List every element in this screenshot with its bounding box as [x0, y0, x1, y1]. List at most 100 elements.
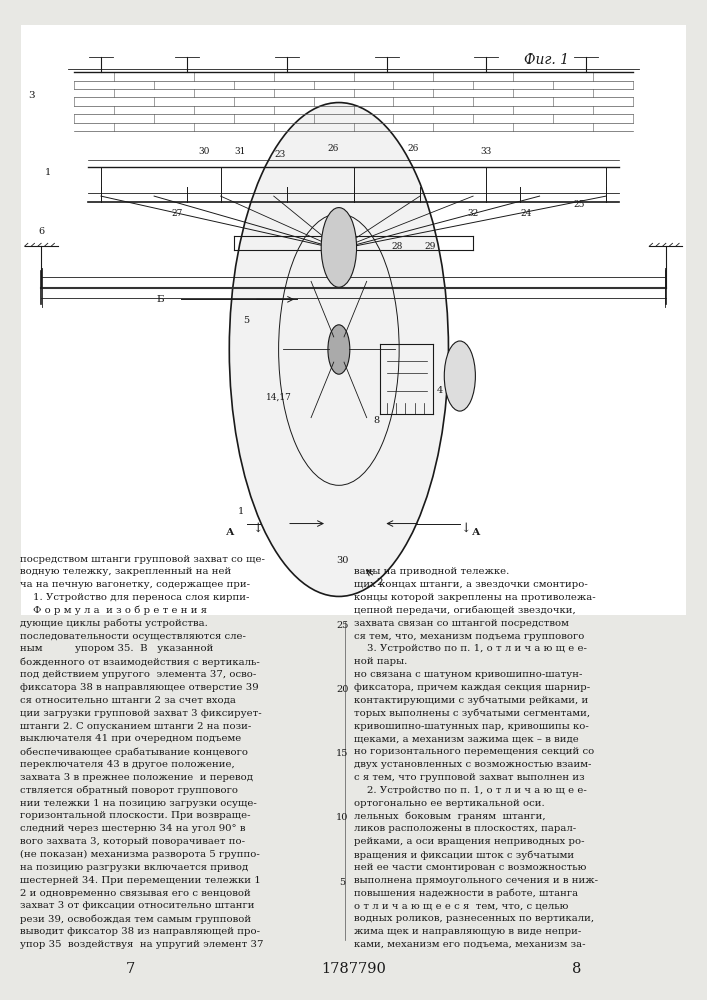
Text: ↓: ↓ [460, 522, 470, 535]
Text: 7: 7 [126, 962, 136, 976]
Text: Б: Б [157, 295, 165, 304]
Text: под действием упругого  элемента 37, осво-: под действием упругого элемента 37, осво… [20, 670, 256, 679]
Text: щеками, а механизм зажима щек – в виде: щеками, а механизм зажима щек – в виде [354, 734, 578, 743]
Text: ной пары.: ной пары. [354, 657, 407, 666]
Text: о т л и ч а ю щ е е с я  тем, что, с целью: о т л и ч а ю щ е е с я тем, что, с цель… [354, 901, 568, 910]
Text: но горизонтального перемещения секций со: но горизонтального перемещения секций со [354, 747, 594, 756]
Text: 24: 24 [520, 209, 532, 218]
Text: 29: 29 [424, 242, 436, 251]
Text: цепной передачи, огибающей звездочки,: цепной передачи, огибающей звездочки, [354, 606, 575, 615]
Text: штанги 2. С опусканием штанги 2 на пози-: штанги 2. С опусканием штанги 2 на пози- [20, 722, 251, 731]
Text: на позицию разгрузки включается привод: на позицию разгрузки включается привод [20, 863, 248, 872]
Text: выполнена прямоугольного сечения и в ниж-: выполнена прямоугольного сечения и в ниж… [354, 876, 597, 885]
Text: ↓: ↓ [252, 522, 262, 535]
Text: 8: 8 [571, 962, 581, 976]
Text: с я тем, что групповой захват выполнен из: с я тем, что групповой захват выполнен и… [354, 773, 584, 782]
Text: но связана с шатуном кривошипно-шатун-: но связана с шатуном кривошипно-шатун- [354, 670, 582, 679]
Text: следний через шестерню 34 на угол 90° в: следний через шестерню 34 на угол 90° в [20, 824, 245, 833]
Text: 10: 10 [336, 813, 349, 822]
Text: 26: 26 [408, 144, 419, 153]
Text: рейками, а оси вращения неприводных ро-: рейками, а оси вращения неприводных ро- [354, 837, 584, 846]
Text: 15: 15 [336, 749, 349, 758]
Text: обеспечивающее срабатывание концевого: обеспечивающее срабатывание концевого [20, 747, 247, 757]
Text: ча на печную вагонетку, содержащее при-: ча на печную вагонетку, содержащее при- [20, 580, 250, 589]
Text: ортогонально ее вертикальной оси.: ортогонально ее вертикальной оси. [354, 799, 544, 808]
Text: 25: 25 [336, 621, 349, 630]
Text: двух установленных с возможностью взаим-: двух установленных с возможностью взаим- [354, 760, 591, 769]
Text: 23: 23 [275, 150, 286, 159]
Text: ками, механизм его подъема, механизм за-: ками, механизм его подъема, механизм за- [354, 940, 585, 949]
Text: 30: 30 [198, 147, 210, 156]
Text: 2 и одновременно связывая его с венцовой: 2 и одновременно связывая его с венцовой [20, 889, 250, 898]
Text: ней ее части смонтирован с возможностью: ней ее части смонтирован с возможностью [354, 863, 586, 872]
Text: 6: 6 [38, 227, 45, 236]
Text: ваны на приводной тележке.: ваны на приводной тележке. [354, 567, 509, 576]
Ellipse shape [328, 325, 350, 374]
Text: горизонтальной плоскости. При возвраще-: горизонтальной плоскости. При возвраще- [20, 812, 250, 820]
Text: 1787790: 1787790 [321, 962, 386, 976]
Text: фиксатора 38 в направляющее отверстие 39: фиксатора 38 в направляющее отверстие 39 [20, 683, 259, 692]
Text: вого захвата 3, который поворачивает по-: вого захвата 3, который поворачивает по- [20, 837, 245, 846]
Text: нии тележки 1 на позицию загрузки осуще-: нии тележки 1 на позицию загрузки осуще- [20, 799, 257, 808]
Text: 8: 8 [374, 416, 380, 425]
Text: А: А [226, 528, 235, 537]
Text: жима щек и направляющую в виде непри-: жима щек и направляющую в виде непри- [354, 927, 580, 936]
Text: А: А [472, 528, 481, 537]
Text: ным          упором 35.  В   указанной: ным упором 35. В указанной [20, 644, 214, 653]
Text: повышения надежности в работе, штанга: повышения надежности в работе, штанга [354, 889, 578, 898]
Text: ся относительно штанги 2 за счет входа: ся относительно штанги 2 за счет входа [20, 696, 235, 705]
Text: шестерней 34. При перемещении тележки 1: шестерней 34. При перемещении тележки 1 [20, 876, 261, 885]
Ellipse shape [321, 208, 356, 287]
Text: вращения и фиксации шток с зубчатыми: вращения и фиксации шток с зубчатыми [354, 850, 573, 860]
Bar [21, 25, 686, 615]
Text: 25: 25 [573, 200, 585, 209]
Text: рези 39, освобождая тем самым групповой: рези 39, освобождая тем самым групповой [20, 914, 251, 924]
Text: 3: 3 [28, 91, 35, 100]
Text: 5: 5 [243, 316, 249, 325]
Text: водных роликов, разнесенных по вертикали,: водных роликов, разнесенных по вертикали… [354, 914, 594, 923]
Text: последовательности осуществляются сле-: последовательности осуществляются сле- [20, 632, 245, 641]
Text: ствляется обратный поворот группового: ствляется обратный поворот группового [20, 786, 238, 795]
Text: ся тем, что, механизм подъема группового: ся тем, что, механизм подъема группового [354, 632, 584, 641]
Text: 4: 4 [437, 386, 443, 395]
Text: 14,17: 14,17 [266, 392, 292, 401]
Text: 5: 5 [339, 878, 345, 887]
Text: упор 35  воздействуя  на упругий элемент 37: упор 35 воздействуя на упругий элемент 3… [20, 940, 263, 949]
Text: 1: 1 [238, 507, 244, 516]
Text: выводит фиксатор 38 из направляющей про-: выводит фиксатор 38 из направляющей про- [20, 927, 259, 936]
Text: водную тележку, закрепленный на ней: водную тележку, закрепленный на ней [20, 567, 231, 576]
Text: 26: 26 [328, 144, 339, 153]
Text: захвата связан со штангой посредством: захвата связан со штангой посредством [354, 619, 568, 628]
Text: переключателя 43 в другое положение,: переключателя 43 в другое положение, [20, 760, 235, 769]
Text: щих концах штанги, а звездочки смонтиро-: щих концах штанги, а звездочки смонтиро- [354, 580, 588, 589]
Ellipse shape [229, 103, 448, 596]
Text: концы которой закреплены на противолежа-: концы которой закреплены на противолежа- [354, 593, 595, 602]
Text: посредством штанги групповой захват со ще-: посредством штанги групповой захват со щ… [20, 554, 264, 564]
Text: торых выполнены с зубчатыми сегментами,: торых выполнены с зубчатыми сегментами, [354, 709, 590, 718]
Text: Фиг. 1: Фиг. 1 [524, 53, 568, 67]
Text: 1: 1 [45, 168, 51, 177]
Text: лельных  боковым  граням  штанги,: лельных боковым граням штанги, [354, 812, 545, 821]
Text: ции загрузки групповой захват 3 фиксирует-: ции загрузки групповой захват 3 фиксируе… [20, 709, 262, 718]
Text: фиксатора, причем каждая секция шарнир-: фиксатора, причем каждая секция шарнир- [354, 683, 590, 692]
Text: 27: 27 [172, 209, 183, 218]
Ellipse shape [444, 341, 475, 411]
Text: выключателя 41 при очередном подъеме: выключателя 41 при очередном подъеме [20, 734, 241, 743]
Text: ликов расположены в плоскостях, парал-: ликов расположены в плоскостях, парал- [354, 824, 575, 833]
Text: 33: 33 [481, 147, 492, 156]
Text: божденного от взаимодействия с вертикаль-: божденного от взаимодействия с вертикаль… [20, 657, 259, 667]
Text: 31: 31 [235, 147, 246, 156]
Text: (не показан) механизма разворота 5 группо-: (не показан) механизма разворота 5 групп… [20, 850, 259, 859]
Text: 20: 20 [336, 685, 349, 694]
Text: Ф о р м у л а  и з о б р е т е н и я: Ф о р м у л а и з о б р е т е н и я [20, 606, 206, 615]
Text: захват 3 от фиксации относительно штанги: захват 3 от фиксации относительно штанги [20, 901, 255, 910]
Text: 3. Устройство по п. 1, о т л и ч а ю щ е е-: 3. Устройство по п. 1, о т л и ч а ю щ е… [354, 644, 586, 653]
Text: 32: 32 [467, 209, 479, 218]
Text: захвата 3 в прежнее положение  и перевод: захвата 3 в прежнее положение и перевод [20, 773, 253, 782]
Text: 28: 28 [391, 242, 402, 251]
Text: контактирующими с зубчатыми рейками, и: контактирующими с зубчатыми рейками, и [354, 696, 588, 705]
Text: 2: 2 [377, 578, 383, 587]
Text: 1. Устройство для переноса слоя кирпи-: 1. Устройство для переноса слоя кирпи- [20, 593, 249, 602]
Text: кривошипно-шатунных пар, кривошипы ко-: кривошипно-шатунных пар, кривошипы ко- [354, 722, 588, 731]
Text: 30: 30 [336, 556, 349, 565]
